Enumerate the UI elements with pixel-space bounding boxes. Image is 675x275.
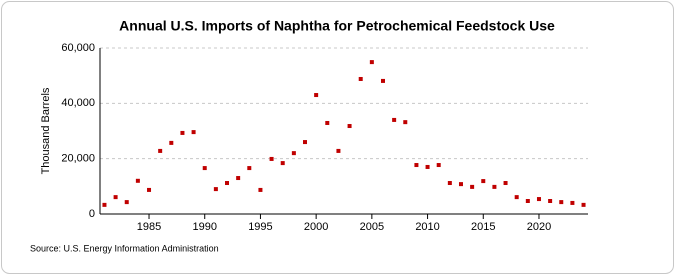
marker	[358, 76, 363, 81]
marker	[425, 164, 430, 169]
marker	[525, 198, 530, 203]
source-note: Source: U.S. Energy Information Administ…	[30, 243, 219, 253]
marker	[247, 166, 252, 171]
marker	[470, 184, 475, 189]
marker	[314, 93, 319, 98]
x-tick-label: 1990	[192, 221, 216, 233]
marker	[291, 151, 296, 156]
marker	[124, 200, 129, 205]
marker	[258, 187, 263, 192]
marker	[325, 120, 330, 125]
marker	[380, 78, 385, 83]
marker	[548, 198, 553, 203]
marker	[481, 179, 486, 184]
marker	[180, 130, 185, 135]
x-tick-label: 2010	[415, 221, 439, 233]
marker	[213, 187, 218, 192]
marker	[581, 202, 586, 207]
marker	[559, 200, 564, 205]
y-tick-label: 60,000	[61, 42, 95, 54]
marker	[236, 176, 241, 181]
y-tick-label: 0	[89, 208, 95, 220]
x-tick-label: 2015	[471, 221, 495, 233]
marker	[102, 202, 107, 207]
marker	[191, 130, 196, 135]
marker	[570, 200, 575, 205]
marker	[347, 124, 352, 129]
x-tick-label: 2005	[360, 221, 384, 233]
x-tick-label: 1995	[248, 221, 272, 233]
marker	[169, 140, 174, 145]
marker	[392, 117, 397, 122]
marker	[225, 181, 230, 186]
marker	[369, 60, 374, 65]
x-tick-label: 2000	[304, 221, 328, 233]
marker	[269, 156, 274, 161]
chart-title: Annual U.S. Imports of Naphtha for Petro…	[119, 18, 555, 34]
marker	[492, 184, 497, 189]
marker	[202, 166, 207, 171]
marker	[280, 161, 285, 166]
marker	[503, 181, 508, 186]
marker	[514, 195, 519, 200]
y-tick-label: 40,000	[61, 97, 95, 109]
marker	[303, 140, 308, 145]
marker	[135, 178, 140, 183]
marker	[458, 182, 463, 187]
marker	[447, 181, 452, 186]
x-tick-label: 1985	[137, 221, 161, 233]
marker	[113, 195, 118, 200]
marker	[403, 120, 408, 125]
marker	[536, 197, 541, 202]
x-tick-label: 2020	[527, 221, 551, 233]
marker	[147, 187, 152, 192]
y-tick-label: 20,000	[61, 153, 95, 165]
marker	[336, 148, 341, 153]
y-axis-label: Thousand Barrels	[40, 87, 52, 174]
marker	[158, 148, 163, 153]
marker	[414, 163, 419, 168]
plot-area	[100, 48, 588, 214]
marker	[436, 163, 441, 168]
